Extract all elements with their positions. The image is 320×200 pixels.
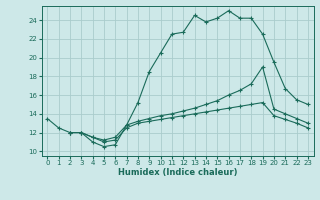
- X-axis label: Humidex (Indice chaleur): Humidex (Indice chaleur): [118, 168, 237, 177]
